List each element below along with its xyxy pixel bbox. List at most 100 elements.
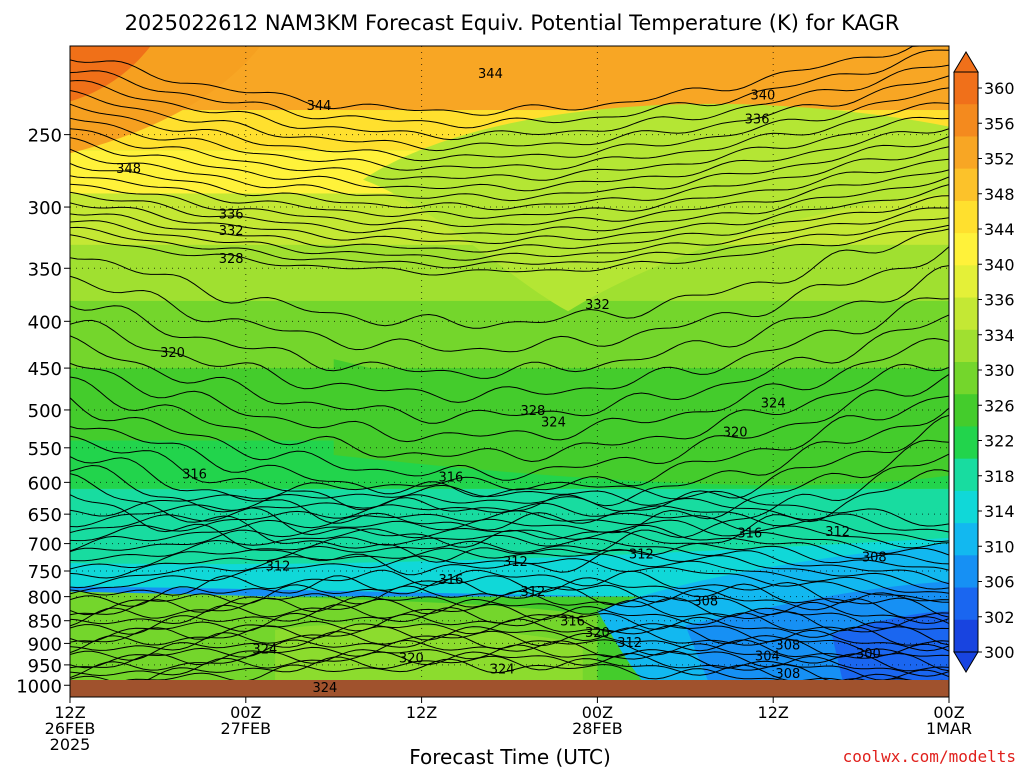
contour-label-12: 324 bbox=[541, 416, 566, 431]
colorbar-label-1: 356 bbox=[984, 114, 1015, 133]
colorbar-label-6: 336 bbox=[984, 291, 1015, 310]
contour-label-16: 316 bbox=[737, 527, 762, 542]
contour-label-22: 316 bbox=[438, 573, 463, 588]
contour-label-text: 316 bbox=[737, 527, 762, 542]
contour-line-49 bbox=[70, 603, 949, 646]
trough-region bbox=[333, 359, 949, 486]
colorbar-label-2: 352 bbox=[984, 150, 1015, 169]
colorbar-label-13: 310 bbox=[984, 537, 1015, 556]
y-axis: 2503003504004505005506006507007508008509… bbox=[16, 126, 70, 697]
contour-line-23 bbox=[70, 337, 949, 443]
contour-label-8: 332 bbox=[585, 298, 610, 313]
contour-label-text: 320 bbox=[160, 346, 185, 361]
contour-line-30 bbox=[70, 453, 949, 563]
contour-label-text: 332 bbox=[219, 224, 244, 239]
contour-label-21: 312 bbox=[266, 560, 291, 575]
contour-line-15 bbox=[70, 207, 949, 261]
colorbar-bottom-arrow bbox=[953, 651, 979, 673]
y-tick-label-2: 350 bbox=[28, 259, 62, 280]
colorbar-label-3: 348 bbox=[984, 185, 1015, 204]
ground-strip bbox=[70, 680, 949, 697]
gridlines bbox=[70, 46, 949, 697]
contour-label-text: 316 bbox=[182, 468, 207, 483]
colorbar-frame bbox=[953, 71, 979, 653]
contour-line-16 bbox=[70, 217, 949, 269]
y-tick-label-12: 850 bbox=[28, 612, 62, 633]
y-tick-label-7: 600 bbox=[28, 473, 62, 494]
contour-label-text: 316 bbox=[438, 470, 463, 485]
contour-label-11: 328 bbox=[521, 404, 546, 419]
colorbar-swatch-10 bbox=[954, 394, 978, 427]
y-tick-label-14: 950 bbox=[28, 656, 62, 677]
colorbar-swatch-1 bbox=[954, 104, 978, 137]
contour-line-3 bbox=[70, 75, 949, 152]
colorbar-label-4: 344 bbox=[984, 220, 1015, 239]
y-tick-label-9: 700 bbox=[28, 535, 62, 556]
x-tick-label-5-1: 1MAR bbox=[926, 719, 972, 738]
contour-label-text: 308 bbox=[862, 550, 887, 565]
contour-line-39 bbox=[70, 535, 949, 585]
contour-line-38 bbox=[70, 527, 949, 571]
contour-label-text: 324 bbox=[252, 643, 277, 658]
colorbar-label-10: 322 bbox=[984, 432, 1015, 451]
contour-label-2: 344 bbox=[307, 99, 332, 114]
x-tick-label-1-1: 27FEB bbox=[220, 719, 271, 738]
contour-line-51 bbox=[70, 613, 949, 652]
contour-label-18: 312 bbox=[629, 548, 654, 563]
contour-label-text: 308 bbox=[775, 639, 800, 654]
contour-line-13 bbox=[70, 184, 949, 245]
theta-band-5 bbox=[70, 300, 949, 369]
plot-frame bbox=[69, 45, 950, 698]
contour-line-34 bbox=[70, 494, 949, 543]
y-tick-label-1: 300 bbox=[28, 198, 62, 219]
colorbar-swatch-0 bbox=[954, 72, 978, 105]
contour-line-41 bbox=[70, 547, 949, 594]
contour-line-32 bbox=[70, 476, 949, 527]
contour-line-48 bbox=[70, 598, 949, 632]
contour-label-text: 344 bbox=[307, 99, 332, 114]
contour-line-0 bbox=[70, 46, 949, 116]
contour-label-25: 316 bbox=[560, 615, 585, 630]
contour-label-text: 316 bbox=[438, 573, 463, 588]
contour-label-text: 328 bbox=[219, 252, 244, 267]
contour-line-9 bbox=[70, 146, 949, 211]
y-tick-label-4: 450 bbox=[28, 359, 62, 380]
colorbar-label-8: 330 bbox=[984, 361, 1015, 380]
contour-label-6: 332 bbox=[219, 224, 244, 239]
y-tick-label-11: 800 bbox=[28, 588, 62, 609]
colorbar-label-5: 340 bbox=[984, 255, 1015, 274]
contour-label-5: 336 bbox=[219, 208, 244, 223]
colorbar-swatch-11 bbox=[954, 426, 978, 460]
plot-area: 3443403443363483363323283323203243283243… bbox=[70, 46, 949, 697]
contour-label-text: 312 bbox=[521, 585, 546, 600]
contour-label-text: 324 bbox=[312, 681, 337, 696]
contour-line-47 bbox=[70, 590, 949, 630]
contour-label-9: 320 bbox=[160, 346, 185, 361]
x-tick-label-5-0: 00Z bbox=[933, 703, 964, 722]
contour-line-11 bbox=[70, 169, 949, 228]
contour-label-35: 324 bbox=[312, 681, 337, 696]
contour-line-27 bbox=[70, 407, 949, 512]
contour-label-text: 320 bbox=[723, 426, 748, 441]
contour-label-text: 320 bbox=[585, 626, 610, 641]
contour-label-30: 300 bbox=[856, 647, 881, 662]
contour-label-text: 312 bbox=[503, 555, 528, 570]
contour-label-29: 324 bbox=[252, 643, 277, 658]
contour-label-34: 308 bbox=[775, 667, 800, 682]
x-tick-label-4-0: 12Z bbox=[758, 703, 789, 722]
contour-label-24: 308 bbox=[693, 595, 718, 610]
contour-label-text: 328 bbox=[521, 404, 546, 419]
contour-label-text: 324 bbox=[761, 397, 786, 412]
contour-line-55 bbox=[70, 633, 949, 672]
colorbar-swatch-6 bbox=[954, 265, 978, 299]
contour-label-text: 316 bbox=[560, 615, 585, 630]
contour-label-3: 336 bbox=[745, 112, 770, 127]
contour-label-33: 324 bbox=[490, 663, 515, 678]
contour-label-7: 328 bbox=[219, 252, 244, 267]
contour-line-42 bbox=[70, 555, 949, 603]
contour-label-text: 332 bbox=[585, 298, 610, 313]
contour-line-12 bbox=[70, 176, 949, 235]
x-tick-label-1-0: 00Z bbox=[230, 703, 261, 722]
colorbar-label-9: 326 bbox=[984, 396, 1015, 415]
